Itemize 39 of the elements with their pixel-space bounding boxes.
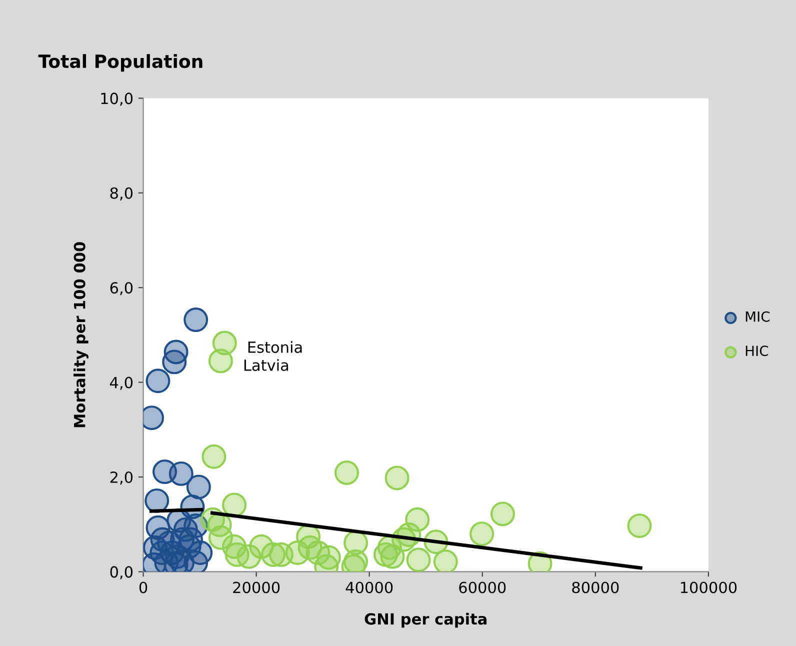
point: [186, 474, 211, 500]
point: [406, 548, 431, 572]
x-tick-label: 0: [139, 582, 148, 594]
point: [144, 488, 170, 513]
annotation: Latvia: [244, 359, 288, 371]
x-tick-label: 80000: [572, 582, 619, 594]
point: [173, 517, 198, 542]
point: [164, 340, 188, 364]
x-tick-label: 100000: [680, 582, 737, 594]
point: [168, 461, 194, 486]
x-tick-label: 60000: [459, 582, 506, 594]
annotation: Estonia: [248, 341, 302, 353]
x-axis-title: GNI per capita: [364, 612, 486, 628]
legend-label: MIC: [746, 311, 770, 322]
point: [380, 544, 405, 569]
point: [208, 348, 233, 374]
point: [470, 522, 494, 546]
y-tick-label: 2,0: [110, 471, 133, 485]
point: [184, 308, 208, 332]
x-tick-label: 40000: [346, 582, 393, 594]
y-tick-label: 4,0: [110, 376, 133, 390]
point: [384, 466, 410, 490]
y-tick-label: 10,0: [101, 92, 133, 106]
y-axis-title: Mortality per 100 000: [74, 242, 88, 428]
point: [334, 460, 359, 485]
chart-title: Total Population: [38, 54, 202, 72]
point: [490, 502, 515, 526]
point: [146, 368, 170, 394]
point: [316, 545, 341, 570]
y-tick-label: 0,0: [110, 566, 133, 580]
point: [627, 514, 652, 538]
point: [344, 550, 368, 572]
y-tick-label: 6,0: [110, 282, 133, 296]
y-tick-label: 8,0: [110, 187, 133, 200]
point: [202, 444, 226, 469]
x-tick-label: 20000: [233, 582, 280, 594]
point: [164, 544, 190, 569]
legend-label: HIC: [746, 346, 768, 356]
point: [433, 550, 458, 572]
